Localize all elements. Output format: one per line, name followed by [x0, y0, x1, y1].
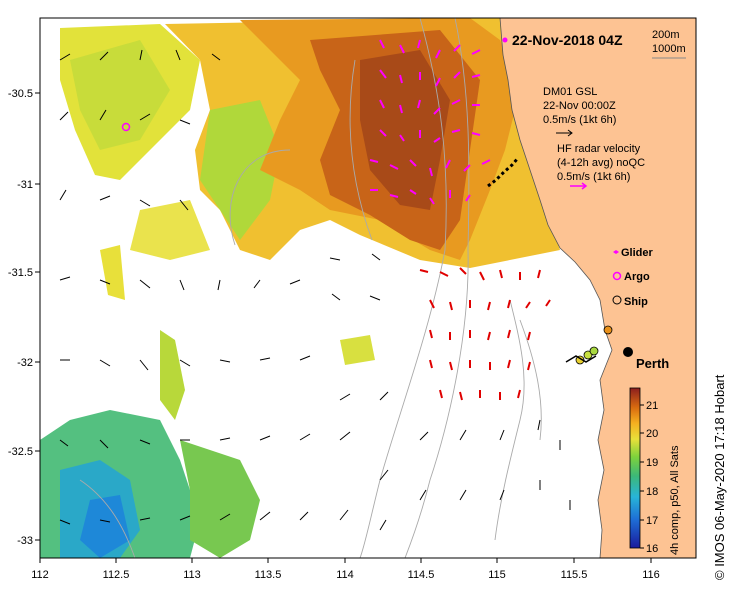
plot-frame — [39, 17, 697, 559]
lat-tick: -33 — [17, 535, 33, 547]
argo-legend-icon — [612, 271, 622, 281]
glider-marker-3 — [589, 346, 599, 356]
map-title: 22-Nov-2018 04Z — [512, 32, 623, 48]
lon-axis: 112 112.5 113 113.5 114 114.5 115 115.5 … — [31, 558, 660, 581]
city-label-perth: Perth — [636, 356, 669, 371]
colorbar — [629, 387, 641, 549]
colorbar-tick-label: 17 — [646, 515, 658, 527]
depth-legend-200m: 200m — [652, 29, 680, 41]
lon-tick: 112 — [31, 569, 49, 581]
coast-track — [565, 355, 597, 363]
argo-legend-label: Argo — [624, 271, 650, 283]
radar-info-line1: HF radar velocity — [557, 143, 641, 155]
hf-radar-nearshore-arrows — [419, 267, 551, 401]
credit-text: © IMOS 06-May-2020 17:18 Hobart — [712, 374, 727, 580]
lat-tick: -31 — [17, 179, 33, 191]
lon-tick: 115 — [488, 569, 506, 581]
lon-tick: 116 — [642, 569, 660, 581]
ship-legend-icon — [612, 295, 622, 305]
ship-legend-label: Ship — [624, 296, 648, 308]
radar-info-scale: 0.5m/s (1kt 6h) — [557, 171, 630, 183]
map-content — [40, 18, 696, 558]
station-marker — [603, 325, 613, 335]
lon-tick: 113 — [183, 569, 201, 581]
colorbar-tick-label: 19 — [646, 457, 658, 469]
colorbar-label: 4h comp, p50, All Sats — [669, 445, 681, 555]
lat-tick: -31.5 — [8, 267, 33, 279]
colorbar-tick-label: 20 — [646, 428, 658, 440]
radar-scale-arrow — [570, 182, 588, 190]
bathymetry-contours — [79, 18, 542, 558]
model-info-scale: 0.5m/s (1kt 6h) — [543, 114, 616, 126]
title-glider-dot — [502, 37, 508, 43]
colorbar-tick-label: 18 — [646, 486, 658, 498]
glider-marker-2 — [583, 350, 593, 360]
colorbar-tick-label: 16 — [646, 543, 658, 555]
lon-tick: 114.5 — [408, 569, 435, 581]
glider-legend-label: Glider — [621, 247, 654, 259]
lon-tick: 115.5 — [561, 569, 588, 581]
colorbar-ticks: 21 20 19 18 17 16 — [640, 400, 658, 555]
lat-axis: -30.5 -31 -31.5 -32 -32.5 -33 — [8, 88, 40, 547]
lon-tick: 113.5 — [255, 569, 282, 581]
lat-tick: -32 — [17, 357, 33, 369]
glider-legend-icon — [613, 250, 619, 254]
lat-tick: -30.5 — [8, 88, 33, 100]
ship-track — [487, 157, 520, 188]
lon-tick: 114 — [336, 569, 354, 581]
sst-field — [40, 18, 560, 558]
colorbar-tick-label: 21 — [646, 400, 658, 412]
model-info-line2: 22-Nov 00:00Z — [543, 100, 616, 112]
hf-radar-offshore-arrows — [369, 39, 491, 205]
model-velocity-arrows — [59, 49, 571, 531]
land-mass — [499, 18, 696, 558]
lat-tick: -32.5 — [8, 446, 33, 458]
model-info-line1: DM01 GSL — [543, 86, 597, 98]
depth-legend-1000m: 1000m — [652, 43, 686, 55]
model-scale-arrow — [556, 129, 573, 137]
perth-marker — [623, 347, 633, 357]
lon-tick: 112.5 — [103, 569, 130, 581]
radar-info-line2: (4-12h avg) noQC — [557, 157, 645, 169]
argo-float-marker — [121, 122, 131, 132]
